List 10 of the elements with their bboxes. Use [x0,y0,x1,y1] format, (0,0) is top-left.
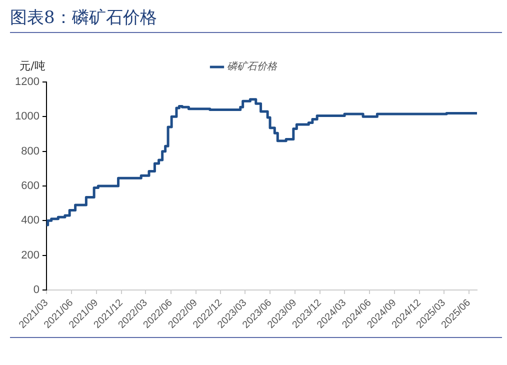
y-tick-label: 200 [21,249,40,262]
chart-title: 图表8：磷矿石价格 [10,4,502,33]
y-tick-label: 0 [33,284,40,296]
y-tick-label: 1200 [14,76,40,88]
legend-label: 磷矿石价格 [227,60,278,73]
y-tick-label: 400 [21,214,40,227]
y-tick-label: 600 [21,180,40,192]
y-axis-title: 元/吨 [20,59,46,72]
y-tick-label: 800 [21,145,40,158]
y-tick-label: 1000 [14,110,40,123]
